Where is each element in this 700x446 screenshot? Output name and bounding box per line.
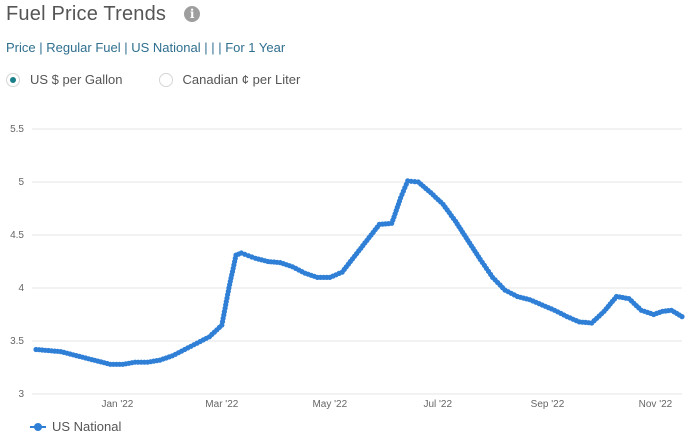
series-line: [35, 179, 683, 366]
radio-unselected[interactable]: [158, 72, 173, 87]
legend-marker: [30, 422, 46, 432]
unit-option-canadian-liter[interactable]: Canadian ¢ per Liter: [158, 72, 301, 87]
x-tick-label: Mar '22: [205, 399, 238, 410]
x-tick-label: Nov '22: [639, 399, 673, 410]
y-tick-label: 5: [18, 177, 24, 188]
x-tick-labels: Jan '22 Mar '22 May '22 Jul '22 Sep '22 Nov '…: [101, 399, 672, 410]
y-tick-label: 4: [18, 283, 24, 294]
x-tick-label: Jul '22: [423, 399, 452, 410]
data-point[interactable]: [679, 314, 685, 320]
y-tick-label: 5.5: [10, 124, 24, 135]
x-tick-label: Sep '22: [531, 399, 565, 410]
x-tick-label: May '22: [312, 399, 347, 410]
header: Fuel Price Trends i: [6, 0, 201, 28]
price-line-chart: 3 3.5 4 4.5 5 5.5 Jan '22 Mar '22 May '22 Jul '2…: [10, 124, 685, 410]
legend-item-us-national[interactable]: US National: [30, 419, 121, 434]
y-tick-label: 3: [18, 389, 24, 400]
unit-selector: US $ per Gallon Canadian ¢ per Liter: [6, 72, 300, 87]
unit-option-us-gallon[interactable]: US $ per Gallon: [6, 72, 123, 87]
y-gridlines: [32, 128, 682, 395]
series-us-national: [33, 178, 685, 367]
filter-breadcrumb[interactable]: Price | Regular Fuel | US National | | |…: [6, 40, 286, 55]
info-icon[interactable]: i: [184, 6, 201, 22]
page-title: Fuel Price Trends: [6, 2, 167, 25]
y-tick-labels: 3 3.5 4 4.5 5 5.5: [10, 124, 24, 400]
unit-option-label: US $ per Gallon: [30, 72, 123, 87]
y-tick-label: 3.5: [10, 336, 24, 347]
unit-option-label: Canadian ¢ per Liter: [182, 72, 301, 87]
y-tick-label: 4.5: [10, 230, 24, 241]
x-tick-label: Jan '22: [101, 399, 133, 410]
radio-selected[interactable]: [6, 72, 20, 87]
legend-label: US National: [52, 419, 122, 434]
